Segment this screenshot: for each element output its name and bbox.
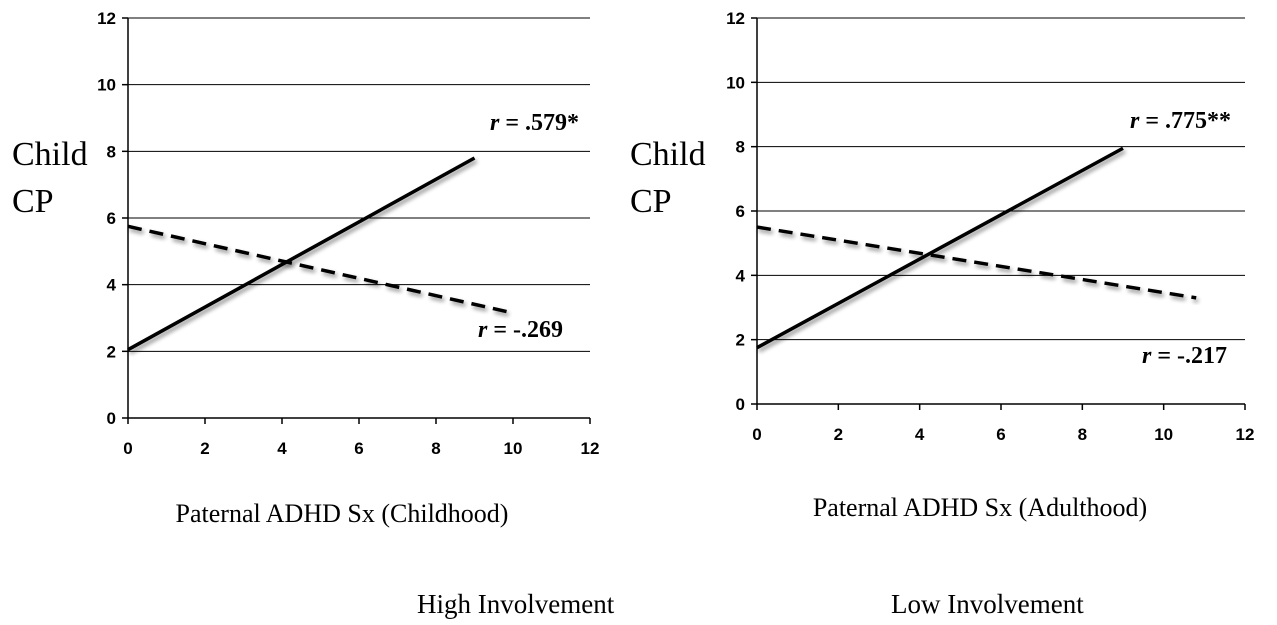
- y-tick-labels-right: 0 2 4 6 8 10 12: [726, 9, 745, 414]
- r-label-high-right: r = .775**: [1130, 108, 1231, 134]
- y-tick-label-right-2: 4: [736, 266, 746, 285]
- x-tick-label-right-4: 8: [1078, 425, 1087, 444]
- grid-left: [128, 17, 590, 352]
- x-tick-labels-left: 0 2 4 6 8 10 12: [123, 439, 599, 458]
- y-tick-label-right-5: 10: [726, 73, 745, 92]
- y-tick-labels-left: 0 2 4 6 8 10 12: [97, 9, 116, 428]
- y-tick-label-right-4: 8: [736, 138, 745, 157]
- x-tick-labels-right: 0 2 4 6 8 10 12: [752, 425, 1254, 444]
- x-tick-label-left-0: 0: [123, 439, 132, 458]
- series-line-left-high: [127, 156, 476, 352]
- y-tick-label-left-0: 0: [107, 409, 116, 428]
- y-axis-label-left-line1: Child: [12, 136, 88, 173]
- y-tick-label-left-4: 8: [107, 142, 116, 161]
- y-tick-label-right-6: 12: [726, 9, 745, 28]
- y-axis-label-right-line1: Child: [630, 136, 706, 173]
- x-tick-label-left-6: 12: [581, 439, 600, 458]
- y-axis-label-left-line2: CP: [12, 183, 54, 220]
- legend-label-low: Low Involvement: [891, 589, 1084, 619]
- y-tick-label-left-5: 10: [97, 76, 116, 95]
- legend-label-high: High Involvement: [417, 589, 615, 619]
- x-tick-label-left-4: 8: [431, 439, 440, 458]
- chart-left: 0 2 4 6 8 10 12 0 2 4 6 8 10 12 Child CP Paternal AD…: [12, 9, 599, 528]
- y-tick-label-left-3: 6: [107, 209, 116, 228]
- series-line-left-low: [127, 224, 514, 315]
- x-tick-label-right-3: 6: [996, 425, 1005, 444]
- x-tick-label-right-5: 10: [1154, 425, 1173, 444]
- x-axis-label-left: Paternal ADHD Sx (Childhood): [176, 499, 509, 528]
- y-tick-label-right-3: 6: [736, 202, 745, 221]
- y-tick-label-right-1: 2: [736, 331, 745, 350]
- series-line-right-high: [756, 146, 1124, 350]
- y-tick-label-right-0: 0: [736, 395, 745, 414]
- y-axis-label-right-line2: CP: [630, 183, 672, 220]
- r-label-low-right: r = -.217: [1142, 343, 1227, 369]
- r-label-high-left: r = .579*: [490, 110, 579, 136]
- x-tick-label-left-3: 6: [354, 439, 363, 458]
- series-right: [756, 146, 1197, 350]
- legend: High Involvement Low Involvement: [255, 589, 1084, 619]
- axes-left: [122, 17, 591, 424]
- series-left: [127, 156, 514, 352]
- y-tick-label-left-2: 4: [107, 276, 117, 295]
- x-tick-label-right-6: 12: [1236, 425, 1255, 444]
- series-line-right-low: [756, 225, 1197, 300]
- y-tick-label-left-1: 2: [107, 342, 116, 361]
- chart-right: 0 2 4 6 8 10 12 0 2 4 6 8 10 12 Child CP Paternal AD…: [630, 9, 1254, 522]
- r-label-low-left: r = -.269: [478, 317, 563, 343]
- x-tick-label-left-2: 4: [277, 439, 287, 458]
- x-tick-label-right-0: 0: [752, 425, 761, 444]
- x-tick-label-left-5: 10: [504, 439, 523, 458]
- x-tick-label-right-1: 2: [834, 425, 843, 444]
- axes-right: [751, 17, 1246, 410]
- x-tick-label-right-2: 4: [915, 425, 925, 444]
- y-tick-label-left-6: 12: [97, 9, 116, 28]
- grid-right: [757, 17, 1245, 341]
- x-tick-label-left-1: 2: [200, 439, 209, 458]
- x-axis-label-right: Paternal ADHD Sx (Adulthood): [813, 493, 1147, 522]
